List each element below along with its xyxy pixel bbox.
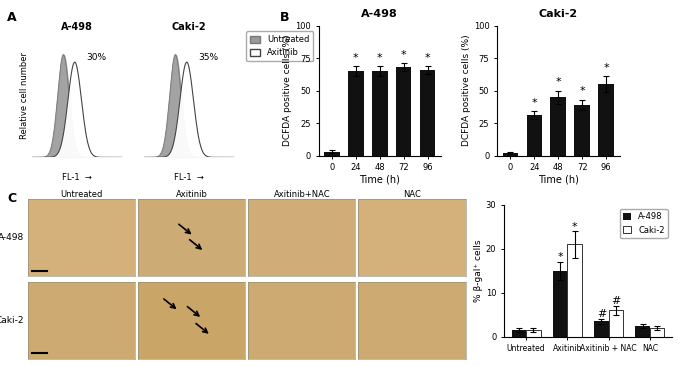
Title: Axitinib+NAC: Axitinib+NAC bbox=[274, 190, 330, 199]
Text: FL-1  →: FL-1 → bbox=[174, 173, 204, 182]
Y-axis label: Relative cell number: Relative cell number bbox=[20, 52, 29, 139]
Bar bbox=[594, 321, 608, 337]
Bar bbox=[526, 330, 540, 337]
Text: *: * bbox=[425, 53, 430, 63]
Y-axis label: DCFDA positive cells (%): DCFDA positive cells (%) bbox=[284, 35, 293, 146]
Y-axis label: A-498: A-498 bbox=[0, 234, 24, 242]
Title: NAC: NAC bbox=[403, 190, 421, 199]
Bar bbox=[598, 84, 614, 156]
Text: *: * bbox=[555, 77, 561, 87]
Bar bbox=[650, 328, 664, 337]
Title: Caki-2: Caki-2 bbox=[539, 9, 578, 19]
Bar bbox=[420, 70, 435, 156]
Bar bbox=[608, 310, 623, 337]
Text: *: * bbox=[572, 221, 578, 232]
Text: *: * bbox=[531, 98, 537, 108]
Y-axis label: % β-gal⁺ cells: % β-gal⁺ cells bbox=[474, 240, 483, 302]
Legend: Untreated, Axitinib: Untreated, Axitinib bbox=[246, 31, 314, 61]
Text: *: * bbox=[603, 63, 609, 73]
Text: #: # bbox=[596, 309, 606, 320]
Text: B: B bbox=[280, 11, 290, 24]
Bar bbox=[396, 67, 412, 156]
Text: *: * bbox=[401, 50, 407, 60]
Text: 35%: 35% bbox=[198, 53, 218, 62]
X-axis label: Time (h): Time (h) bbox=[359, 175, 400, 185]
Bar bbox=[575, 105, 590, 156]
Bar bbox=[348, 71, 363, 156]
Title: A-498: A-498 bbox=[61, 22, 93, 32]
X-axis label: Time (h): Time (h) bbox=[538, 175, 579, 185]
Bar bbox=[526, 115, 542, 156]
Title: Untreated: Untreated bbox=[60, 190, 103, 199]
Y-axis label: Caki-2: Caki-2 bbox=[0, 316, 24, 325]
Title: Caki-2: Caki-2 bbox=[172, 22, 206, 32]
Text: *: * bbox=[557, 252, 563, 262]
Text: *: * bbox=[353, 53, 358, 63]
Text: *: * bbox=[377, 53, 383, 63]
Title: A-498: A-498 bbox=[361, 9, 398, 19]
Y-axis label: DCFDA positive cells (%): DCFDA positive cells (%) bbox=[462, 35, 471, 146]
Text: FL-1  →: FL-1 → bbox=[62, 173, 92, 182]
Bar bbox=[324, 152, 340, 156]
Text: A: A bbox=[7, 11, 17, 24]
Bar bbox=[503, 153, 518, 156]
Bar bbox=[636, 326, 650, 337]
Bar bbox=[372, 71, 388, 156]
Bar bbox=[553, 271, 568, 337]
Bar bbox=[550, 97, 566, 156]
Text: #: # bbox=[611, 296, 620, 306]
Bar bbox=[512, 330, 526, 337]
Legend: A-498, Caki-2: A-498, Caki-2 bbox=[620, 209, 668, 238]
Text: *: * bbox=[580, 86, 585, 96]
Bar bbox=[568, 244, 582, 337]
Text: C: C bbox=[7, 192, 16, 205]
Title: Axitinib: Axitinib bbox=[176, 190, 208, 199]
Text: 30%: 30% bbox=[86, 53, 106, 62]
